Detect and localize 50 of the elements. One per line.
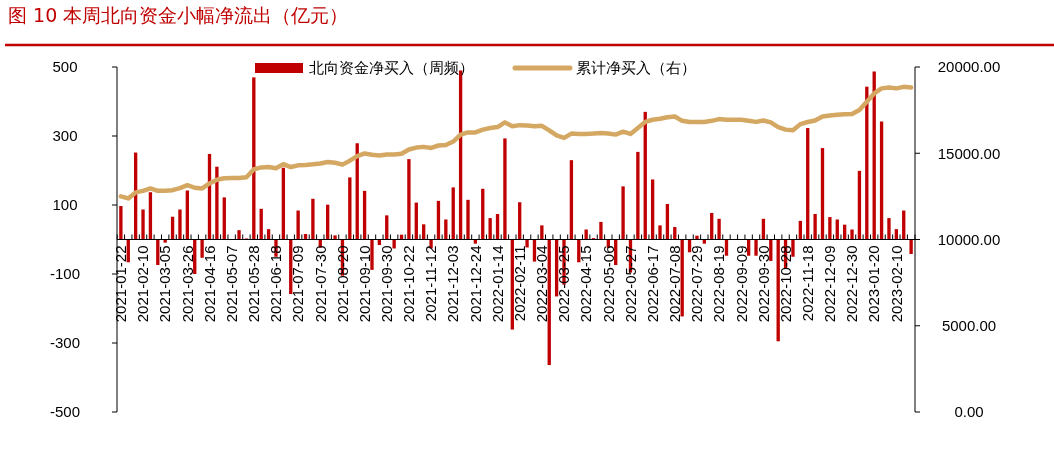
x-tick-label: 2021-06-18 (267, 245, 285, 323)
x-tick-label: 2021-04-16 (200, 245, 218, 323)
y2-tick-label: 10000.00 (937, 230, 1001, 248)
y2-tick-label: 15000.00 (937, 144, 1001, 162)
y-tick-label: 300 (52, 127, 78, 145)
chart-title: 图 10 本周北向资金小幅净流出（亿元） (8, 4, 349, 26)
x-tick-label: 2022-03-25 (555, 245, 573, 323)
y-tick-label: -100 (49, 265, 81, 283)
y-tick-label: -300 (49, 334, 81, 352)
x-tick-label: 2022-05-27 (621, 245, 639, 323)
x-tick-label: 2022-08-19 (710, 245, 728, 323)
x-tick-label: 2021-11-12 (422, 245, 440, 322)
legend-label: 北向资金净买入（周频） (309, 59, 474, 78)
x-tick-label: 2022-04-15 (577, 245, 595, 323)
x-tick-label: 2022-07-08 (666, 245, 684, 323)
x-tick-label: 2021-01-22 (112, 245, 130, 323)
x-tick-label: 2022-06-17 (643, 245, 661, 323)
x-tick-label: 2022-03-04 (533, 245, 551, 323)
x-tick-label: 2021-10-22 (400, 245, 418, 323)
x-tick-label: 2022-07-29 (688, 245, 706, 323)
y2-tick-label: 20000.00 (937, 58, 1001, 76)
x-tick-label: 2022-05-06 (599, 245, 617, 323)
legend-label: 累计净买入（右） (576, 59, 696, 78)
x-tick-label: 2022-10-28 (776, 245, 794, 323)
x-tick-label: 2022-12-30 (843, 245, 861, 323)
x-tick-label: 2021-07-30 (311, 245, 329, 323)
x-tick-label: 2021-03-26 (178, 245, 196, 323)
y2-tick-label: 0.00 (954, 403, 984, 421)
y-tick-label: 500 (52, 58, 78, 76)
x-tick-label: 2021-09-30 (378, 245, 395, 323)
x-tick-label: 2022-09-09 (732, 245, 750, 323)
x-tick-label: 2022-12-09 (821, 245, 839, 323)
x-tick-label: 2022-02-11 (510, 245, 528, 322)
x-tick-label: 2023-01-20 (865, 245, 883, 323)
x-tick-label: 2021-05-07 (222, 245, 240, 323)
y-tick-label: -500 (49, 403, 81, 421)
x-tick-label: 2022-11-18 (798, 245, 816, 322)
x-tick-label: 2021-02-10 (134, 245, 152, 323)
x-tick-label: 2021-12-03 (444, 245, 462, 323)
x-tick-label: 2022-09-30 (754, 245, 772, 323)
x-tick-label: 2023-02-10 (887, 245, 905, 323)
x-tick-label: 2021-08-20 (333, 245, 351, 323)
x-tick-label: 2021-05-28 (245, 245, 263, 323)
y2-tick-label: 5000.00 (941, 317, 997, 334)
x-tick-label: 2022-01-14 (488, 245, 506, 323)
x-tick-label: 2021-07-09 (289, 245, 307, 323)
x-tick-label: 2021-03-05 (156, 245, 174, 323)
x-tick-label: 2021-09-10 (355, 245, 373, 323)
x-tick-label: 2021-12-24 (466, 245, 484, 323)
y-tick-label: 100 (52, 196, 78, 214)
